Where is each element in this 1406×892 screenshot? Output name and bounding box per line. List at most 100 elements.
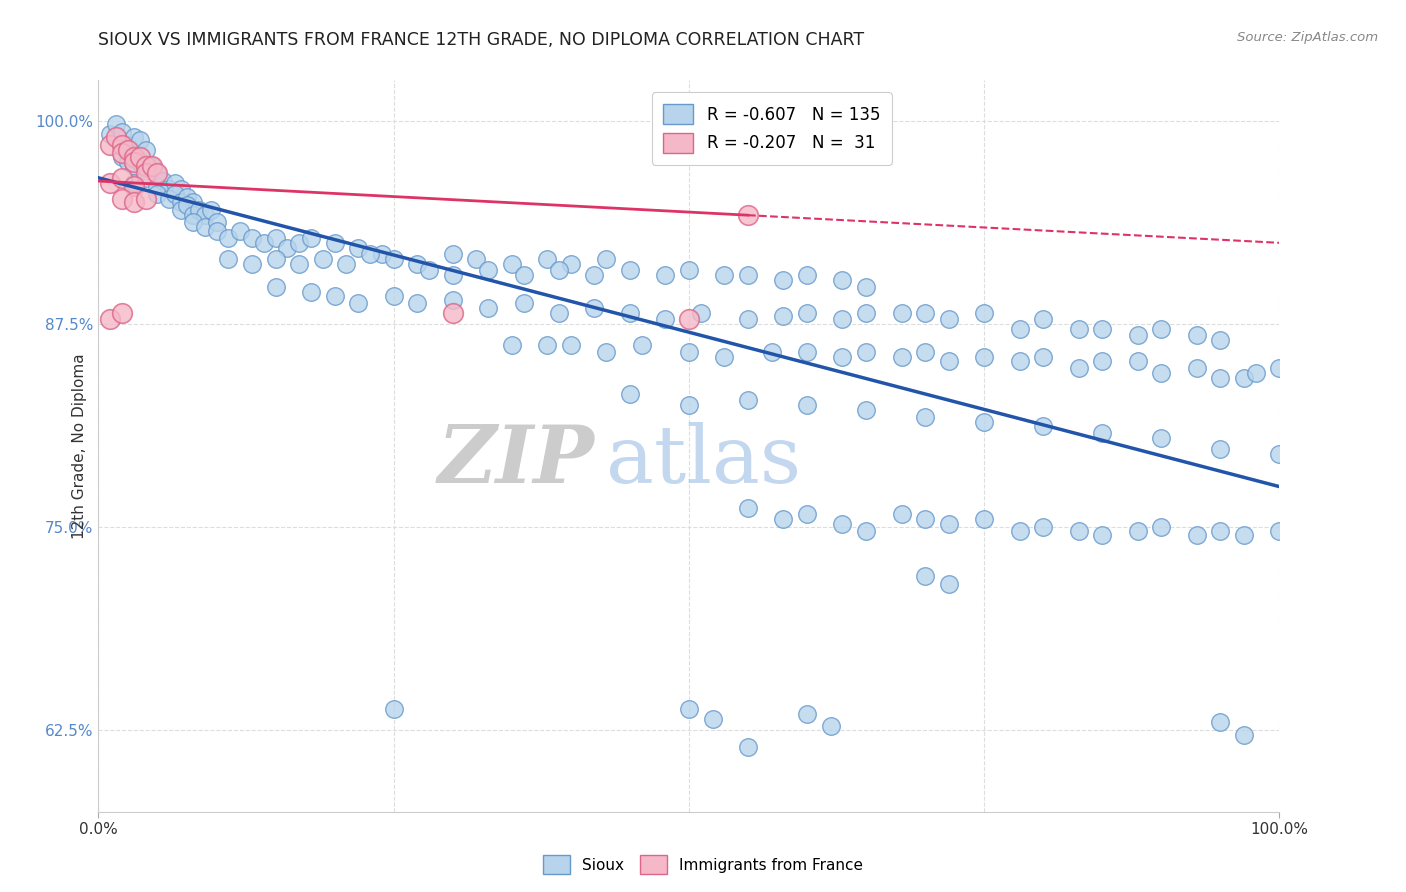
Point	[1209, 370, 1232, 384]
Point	[194, 219, 217, 234]
Point	[938, 354, 960, 368]
Point	[217, 231, 239, 245]
Point	[855, 524, 877, 538]
Point	[831, 312, 853, 326]
Point	[253, 235, 276, 250]
Point	[122, 160, 145, 174]
Point	[831, 350, 853, 364]
Point	[1126, 524, 1149, 538]
Text: Source: ZipAtlas.com: Source: ZipAtlas.com	[1237, 31, 1378, 45]
Point	[323, 235, 346, 250]
Point	[441, 293, 464, 307]
Point	[1008, 524, 1031, 538]
Point	[761, 344, 783, 359]
Point	[890, 306, 912, 320]
Point	[122, 130, 145, 145]
Point	[98, 312, 121, 326]
Point	[548, 263, 571, 277]
Point	[689, 306, 711, 320]
Point	[157, 192, 180, 206]
Point	[1209, 524, 1232, 538]
Point	[595, 344, 617, 359]
Point	[654, 268, 676, 283]
Point	[111, 150, 134, 164]
Point	[1008, 322, 1031, 336]
Point	[855, 344, 877, 359]
Point	[820, 718, 842, 732]
Point	[117, 143, 139, 157]
Point	[831, 516, 853, 531]
Point	[737, 393, 759, 408]
Point	[1150, 520, 1173, 534]
Point	[855, 279, 877, 293]
Point	[135, 192, 157, 206]
Point	[194, 208, 217, 222]
Point	[170, 195, 193, 210]
Point	[141, 160, 163, 174]
Point	[205, 224, 228, 238]
Point	[1126, 354, 1149, 368]
Point	[418, 263, 440, 277]
Point	[288, 257, 311, 271]
Point	[111, 170, 134, 185]
Point	[135, 160, 157, 174]
Text: ZIP: ZIP	[437, 422, 595, 500]
Point	[382, 252, 405, 266]
Point	[1032, 520, 1054, 534]
Point	[157, 182, 180, 196]
Point	[135, 170, 157, 185]
Point	[181, 208, 204, 222]
Point	[135, 162, 157, 177]
Point	[914, 512, 936, 526]
Point	[1150, 431, 1173, 445]
Point	[176, 198, 198, 212]
Point	[170, 182, 193, 196]
Point	[146, 166, 169, 180]
Point	[111, 125, 134, 139]
Point	[914, 409, 936, 424]
Point	[1067, 361, 1090, 376]
Point	[890, 350, 912, 364]
Point	[347, 296, 370, 310]
Point	[264, 252, 287, 266]
Point	[973, 415, 995, 429]
Point	[678, 398, 700, 412]
Point	[105, 117, 128, 131]
Point	[98, 127, 121, 141]
Point	[737, 268, 759, 283]
Point	[111, 306, 134, 320]
Point	[312, 252, 335, 266]
Text: atlas: atlas	[606, 422, 801, 500]
Point	[117, 138, 139, 153]
Point	[382, 289, 405, 303]
Point	[772, 309, 794, 323]
Point	[264, 279, 287, 293]
Point	[678, 344, 700, 359]
Point	[98, 176, 121, 190]
Point	[141, 160, 163, 174]
Point	[855, 403, 877, 417]
Point	[1233, 528, 1256, 542]
Point	[831, 273, 853, 287]
Point	[465, 252, 488, 266]
Point	[560, 257, 582, 271]
Point	[796, 344, 818, 359]
Point	[1268, 447, 1291, 461]
Point	[548, 306, 571, 320]
Point	[702, 712, 724, 726]
Point	[914, 569, 936, 583]
Point	[796, 508, 818, 522]
Point	[146, 166, 169, 180]
Point	[973, 350, 995, 364]
Point	[914, 306, 936, 320]
Point	[323, 289, 346, 303]
Point	[1209, 715, 1232, 730]
Point	[796, 398, 818, 412]
Point	[441, 306, 464, 320]
Point	[217, 252, 239, 266]
Point	[477, 301, 499, 315]
Point	[1091, 425, 1114, 440]
Point	[1032, 350, 1054, 364]
Point	[276, 241, 298, 255]
Point	[165, 187, 187, 202]
